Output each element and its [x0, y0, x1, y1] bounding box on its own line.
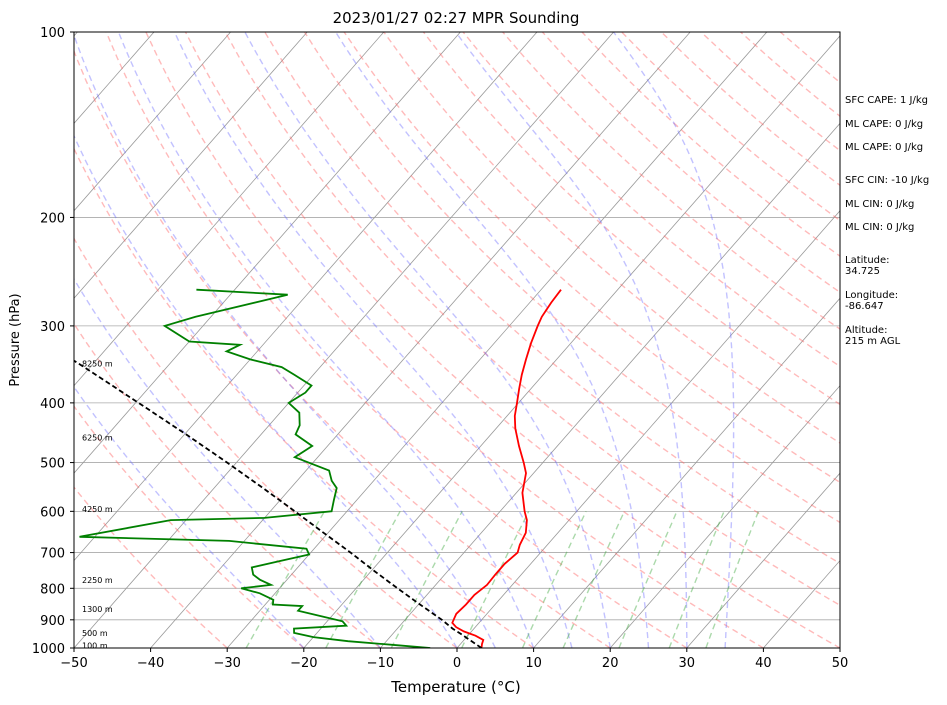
height-label: 500 m	[82, 629, 108, 638]
y-tick-label: 1000	[32, 642, 65, 657]
moist-adiabat	[612, 32, 735, 648]
x-tick-label: 40	[755, 656, 772, 671]
dewpoint-line	[79, 288, 431, 648]
mixing-ratio-line	[245, 510, 326, 648]
dry-adiabat	[343, 32, 840, 484]
x-tick-label: −40	[137, 656, 164, 671]
latitude-label: Latitude: 34.725	[845, 255, 890, 277]
y-tick-label: 600	[40, 505, 65, 520]
x-tick-label: −10	[367, 656, 394, 671]
x-tick-label: 30	[679, 656, 696, 671]
y-tick-label: 200	[40, 211, 65, 226]
dry-adiabat	[74, 147, 534, 648]
moist-adiabat	[244, 32, 611, 648]
moist-adiabat	[455, 32, 688, 648]
altitude-label: Altitude: 215 m AGL	[845, 325, 901, 347]
x-tick-label: 50	[832, 656, 849, 671]
isotherm-gridline	[74, 32, 538, 562]
dry-adiabat	[502, 32, 840, 330]
moist-adiabat	[173, 32, 573, 648]
isotherm-gridline	[533, 297, 840, 648]
height-label: 2250 m	[82, 576, 113, 585]
mixing-ratio-line	[705, 511, 760, 648]
isotherm-gridline	[74, 32, 614, 648]
height-label: 6250 m	[82, 433, 113, 442]
y-tick-label: 300	[40, 320, 65, 335]
isotherm-gridline	[150, 32, 691, 648]
mixing-ratio-line	[668, 511, 725, 648]
y-tick-label: 400	[40, 397, 65, 412]
ml-cape-label-2: ML CAPE: 0 J/kg	[845, 142, 924, 153]
dry-adiabat	[264, 32, 840, 565]
x-tick-label: 20	[602, 656, 619, 671]
isotherm-gridline	[609, 385, 840, 648]
dry-adiabat	[184, 32, 840, 648]
isotherm-gridline	[74, 32, 385, 387]
isotherm-gridline	[303, 35, 840, 648]
mixing-ratio-line	[618, 511, 678, 648]
dry-adiabat	[74, 237, 458, 648]
moist-adiabat	[74, 134, 458, 648]
isotherm-gridline	[226, 32, 768, 648]
y-tick-label: 500	[40, 457, 65, 472]
y-tick-label: 900	[40, 614, 65, 629]
dry-adiabat	[145, 32, 764, 648]
sfc-cin-label: SFC CIN: -10 J/kg	[845, 175, 930, 186]
isotherm-gridline	[380, 122, 840, 648]
dry-adiabat	[74, 486, 228, 648]
temperature-line	[451, 289, 562, 648]
height-label: 1300 m	[82, 605, 113, 614]
dry-adiabat	[303, 32, 840, 524]
dry-adiabat	[105, 32, 688, 648]
dry-adiabat	[541, 32, 840, 294]
x-tick-label: 10	[525, 656, 542, 671]
mixing-ratio-line	[390, 510, 463, 648]
isotherm-gridline	[74, 32, 155, 124]
x-tick-label: −20	[290, 656, 317, 671]
x-tick-label: −50	[60, 656, 87, 671]
x-tick-label: 0	[453, 656, 461, 671]
mixing-ratio-line	[461, 510, 530, 648]
sfc-cape-label: SFC CAPE: 1 J/kg	[845, 95, 928, 106]
moist-adiabat	[74, 33, 496, 648]
parcel-line	[74, 359, 483, 648]
chart-title: 2023/01/27 02:27 MPR Sounding	[333, 9, 580, 27]
height-label: 8250 m	[82, 359, 113, 368]
y-axis-label: Pressure (hPa)	[8, 293, 23, 386]
isotherm-gridline	[456, 210, 840, 648]
dry-adiabat	[224, 32, 840, 607]
isotherm-gridline	[686, 472, 840, 648]
x-axis-label: Temperature (°C)	[390, 678, 520, 696]
longitude-label: Longitude: -86.647	[845, 290, 899, 312]
moist-adiabat	[117, 32, 535, 648]
y-tick-label: 700	[40, 547, 65, 562]
mixing-ratio-line	[325, 510, 401, 648]
height-label: 100 m	[82, 641, 108, 650]
height-label: 4250 m	[82, 505, 113, 514]
isotherm-gridline	[74, 32, 231, 212]
isotherm-gridline	[0, 32, 1, 648]
y-tick-label: 800	[40, 582, 65, 597]
isotherm-gridline	[74, 32, 461, 474]
x-tick-label: −30	[213, 656, 240, 671]
dry-adiabat	[74, 49, 611, 648]
moist-adiabat	[335, 32, 650, 648]
isotherm-gridline	[74, 32, 308, 299]
mixing-ratio-line	[521, 510, 587, 648]
ml-cin-label-2: ML CIN: 0 J/kg	[845, 222, 915, 233]
ml-cape-label: ML CAPE: 0 J/kg	[845, 119, 924, 130]
y-tick-label: 100	[40, 26, 65, 41]
moist-adiabat	[74, 385, 305, 648]
mixing-ratio-line	[562, 511, 626, 648]
ml-cin-label: ML CIN: 0 J/kg	[845, 199, 915, 210]
